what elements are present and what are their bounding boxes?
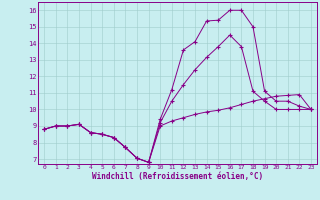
X-axis label: Windchill (Refroidissement éolien,°C): Windchill (Refroidissement éolien,°C) (92, 172, 263, 181)
